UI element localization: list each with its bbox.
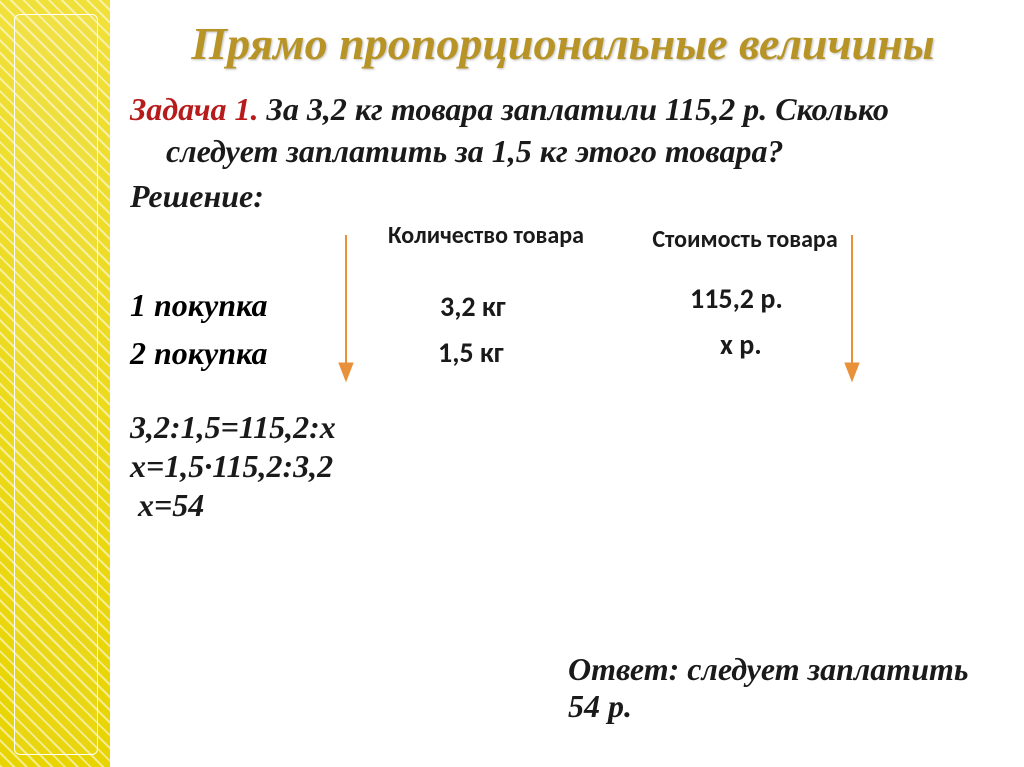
down-arrow-icon — [842, 233, 862, 388]
table-cell-qty-1: 3,2 кг — [440, 289, 506, 324]
problem-text: За 3,2 кг товара заплатили 115,2 р. Скол… — [166, 91, 889, 169]
left-accent-inner — [14, 14, 98, 755]
calc-line-3: x=54 — [130, 487, 996, 524]
slide-content: Прямо пропорциональные величины Задача 1… — [120, 0, 1024, 767]
problem-statement: Задача 1. За 3,2 кг товара заплатили 115… — [130, 88, 996, 172]
table-cell-price-1: 115,2 р. — [690, 281, 783, 316]
problem-label: Задача 1. — [130, 91, 259, 127]
answer-text: Ответ: следует заплатить 54 р. — [568, 651, 988, 725]
table-col-header-price: Стоимость товара — [650, 227, 840, 253]
solution-label: Решение: — [130, 178, 996, 215]
down-arrow-icon — [336, 233, 356, 388]
table-cell-qty-2: 1,5 кг — [438, 335, 504, 370]
table-col-header-qty: Количество товара — [386, 223, 586, 249]
calc-line-1: 3,2:1,5=115,2:x — [130, 409, 996, 446]
slide: Прямо пропорциональные величины Задача 1… — [0, 0, 1024, 767]
left-accent-band — [0, 0, 110, 767]
slide-title: Прямо пропорциональные величины — [130, 18, 996, 70]
table-cell-price-2: x р. — [720, 327, 762, 362]
calc-line-2: x=1,5·115,2:3,2 — [130, 448, 996, 485]
proportion-table: 1 покупка 2 покупка Количество товара Ст… — [130, 223, 996, 403]
table-row-label-1: 1 покупка — [130, 287, 267, 324]
table-row-label-2: 2 покупка — [130, 335, 267, 372]
